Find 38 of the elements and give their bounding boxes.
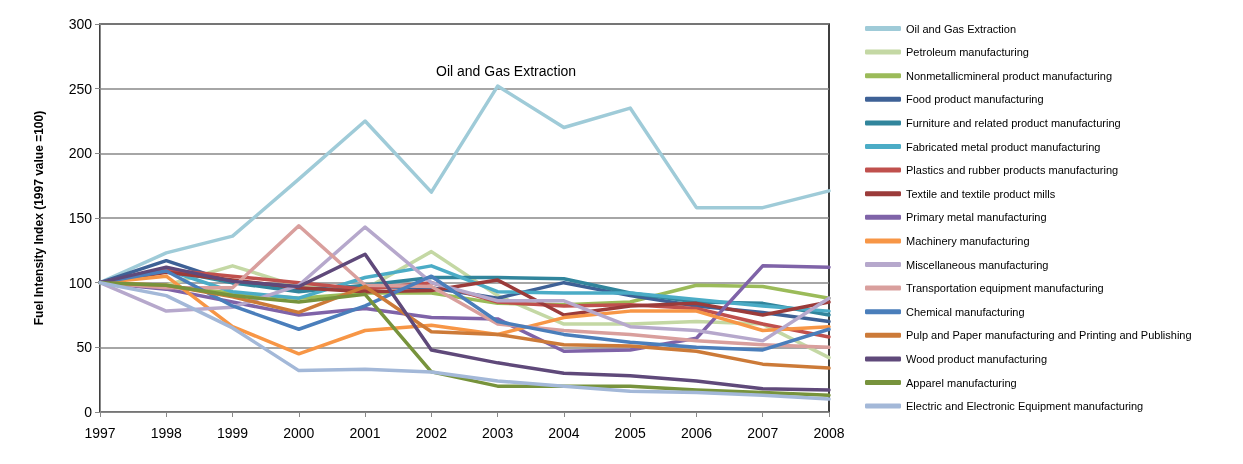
legend-label: Primary metal manufacturing: [906, 211, 1047, 224]
x-tick-label: 2000: [283, 425, 315, 441]
x-tick-label: 2003: [482, 425, 514, 441]
x-tick-label: 2008: [813, 425, 845, 441]
x-tick-label: 1998: [150, 425, 183, 441]
legend-label: Electric and Electronic Equipment manufacturing: [906, 400, 1144, 413]
legend-label: Machinery manufacturing: [906, 234, 1030, 247]
legend-label: Miscellaneous manufacturing: [906, 258, 1049, 271]
legend-label: Textile and textile product mills: [906, 187, 1056, 200]
legend-label: Transportation equipment manufacturing: [906, 282, 1104, 295]
x-tick-label: 2005: [614, 425, 646, 441]
y-tick-label: 0: [84, 404, 93, 420]
legend-label: Petroleum manufacturing: [906, 46, 1029, 59]
legend-label: Food product manufacturing: [906, 93, 1044, 106]
x-tick-label: 2006: [680, 425, 713, 441]
x-tick-label: 2007: [747, 425, 779, 441]
legend-label: Pulp and Paper manufacturing and Printing and Publishing: [906, 329, 1192, 342]
x-tick-label: 2004: [548, 425, 580, 441]
y-tick-label: 100: [68, 274, 93, 291]
x-tick-label: 1999: [216, 425, 249, 441]
legend-label: Chemical manufacturing: [906, 305, 1025, 318]
x-tick-label: 1997: [84, 425, 116, 441]
y-tick-label: 250: [68, 80, 93, 97]
x-tick-label: 2002: [415, 425, 448, 441]
legend-label: Plastics and rubber products manufacturing: [906, 164, 1119, 177]
legend-label: Oil and Gas Extraction: [906, 22, 1017, 35]
annotation: Oil and Gas Extraction: [436, 63, 577, 79]
y-tick-label: 300: [68, 16, 93, 32]
legend-label: Wood product manufacturing: [906, 352, 1048, 365]
y-tick-label: 200: [68, 145, 93, 162]
y-tick-label: 150: [68, 210, 93, 226]
y-axis-title: Fuel Intensity Index (1997 value =100): [32, 110, 46, 326]
legend-label: Furniture and related product manufacturing: [906, 116, 1121, 129]
legend-label: Fabricated metal product manufacturing: [906, 140, 1101, 153]
legend-label: Nonmetallicmineral product manufacturing: [906, 69, 1113, 82]
x-tick-label: 2001: [349, 425, 381, 441]
legend-label: Apparel manufacturing: [906, 376, 1017, 389]
y-tick-label: 50: [76, 339, 93, 356]
